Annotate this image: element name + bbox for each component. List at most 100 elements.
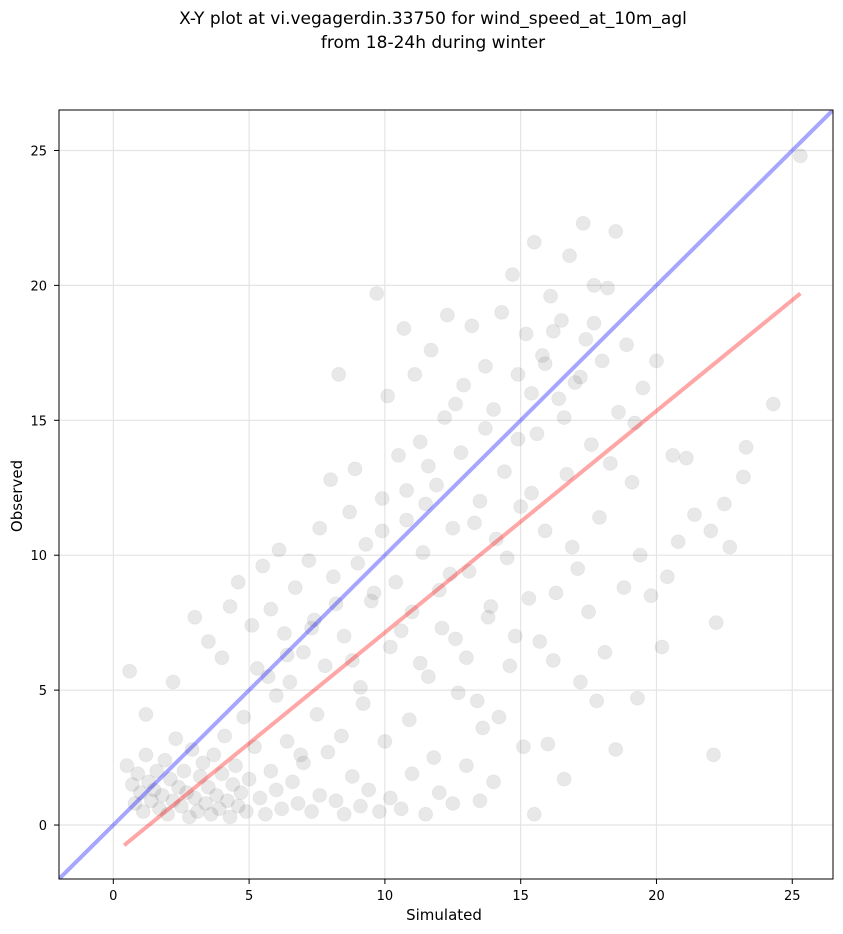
scatter-point (390, 447, 406, 463)
scatter-point (230, 798, 246, 814)
scatter-point (317, 658, 333, 674)
scatter-point (263, 763, 279, 779)
scatter-point (404, 604, 420, 620)
scatter-point (295, 755, 311, 771)
scatter-point (184, 741, 200, 757)
scatter-point (146, 782, 162, 798)
scatter-point (792, 148, 808, 164)
scatter-point (222, 809, 238, 825)
scatter-point (708, 615, 724, 631)
scatter-point (428, 477, 444, 493)
scatter-point (179, 785, 195, 801)
scatter-point (602, 455, 618, 471)
y-tick-label: 10 (30, 549, 47, 564)
scatter-point (401, 712, 417, 728)
scatter-point (624, 474, 640, 490)
scatter-point (654, 639, 670, 655)
scatter-point (323, 472, 339, 488)
scatter-point (219, 793, 235, 809)
scatter-point (551, 391, 567, 407)
scatter-point (190, 804, 206, 820)
scatter-point (290, 795, 306, 811)
scatter-point (396, 321, 412, 337)
scatter-point (610, 404, 626, 420)
scatter-point (486, 402, 502, 418)
scatter-point (328, 596, 344, 612)
scatter-point (480, 609, 496, 625)
scatter-point (420, 458, 436, 474)
scatter-point (214, 650, 230, 666)
scatter-point (575, 215, 591, 231)
y-tick-label: 0 (39, 819, 47, 834)
scatter-point (703, 523, 719, 539)
scatter-point (510, 431, 526, 447)
scatter-point (165, 793, 181, 809)
scatter-point (154, 787, 170, 803)
scatter-point (738, 439, 754, 455)
identity-line (59, 110, 833, 879)
scatter-point (521, 590, 537, 606)
scatter-point (304, 804, 320, 820)
scatter-point (149, 763, 165, 779)
scatter-point (336, 628, 352, 644)
scatter-point (515, 739, 531, 755)
scatter-point (453, 445, 469, 461)
scatter-point (200, 634, 216, 650)
scatter-point (491, 709, 507, 725)
scatter-point (450, 685, 466, 701)
scatter-point (222, 598, 238, 614)
scatter-point (437, 410, 453, 426)
scatter-point (537, 523, 553, 539)
grid-lines (59, 110, 833, 879)
scatter-point (445, 795, 461, 811)
y-axis-label: Observed (8, 460, 26, 532)
scatter-point (572, 674, 588, 690)
y-tick-label: 15 (30, 414, 47, 429)
scatter-point (586, 315, 602, 331)
scatter-point (187, 609, 203, 625)
scatter-point (461, 563, 477, 579)
scatter-point (545, 652, 561, 668)
scatter-point (706, 747, 722, 763)
scatter-point (141, 774, 157, 790)
scatter-point (765, 396, 781, 412)
scatter-point (583, 437, 599, 453)
scatter-point (176, 763, 192, 779)
scatter-point (263, 601, 279, 617)
y-axis-ticks: 0 5 10 15 20 25 (30, 144, 59, 834)
chart-title-line1: X-Y plot at vi.vegagerdin.33750 for wind… (179, 9, 687, 29)
scatter-point (198, 795, 214, 811)
scatter-point (233, 785, 249, 801)
scatter-point (586, 277, 602, 293)
y-tick-label: 25 (30, 144, 47, 159)
scatter-point (352, 798, 368, 814)
scatter-point (350, 555, 366, 571)
reference-lines (59, 110, 833, 879)
scatter-point (366, 585, 382, 601)
scatter-point (448, 396, 464, 412)
scatter-point (477, 358, 493, 374)
scatter-point (600, 280, 616, 296)
scatter-point (279, 647, 295, 663)
scatter-point (285, 774, 301, 790)
scatter-point (279, 733, 295, 749)
scatter-point (464, 318, 480, 334)
scatter-point (735, 469, 751, 485)
scatter-point (477, 420, 493, 436)
scatter-point (423, 342, 439, 358)
scatter-point (244, 617, 260, 633)
scatter-point (722, 539, 738, 555)
scatter-point (472, 793, 488, 809)
scatter-point (529, 426, 545, 442)
scatter-point (434, 620, 450, 636)
scatter-point (320, 744, 336, 760)
scatter-point (157, 752, 173, 768)
scatter-point (594, 353, 610, 369)
scatter-point (363, 593, 379, 609)
scatter-point (249, 661, 265, 677)
scatter-point (442, 566, 458, 582)
scatter-point (228, 758, 244, 774)
scatter-point (627, 415, 643, 431)
scatter-point (393, 623, 409, 639)
scatter-point (608, 223, 624, 239)
